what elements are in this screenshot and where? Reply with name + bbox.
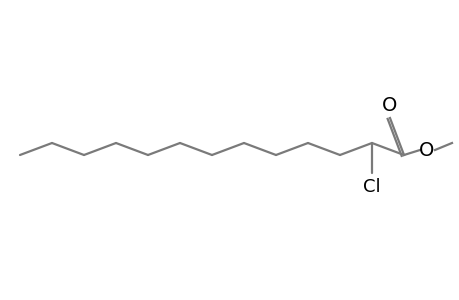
Text: O: O xyxy=(419,140,434,160)
Text: O: O xyxy=(381,96,397,115)
Text: Cl: Cl xyxy=(363,178,380,196)
